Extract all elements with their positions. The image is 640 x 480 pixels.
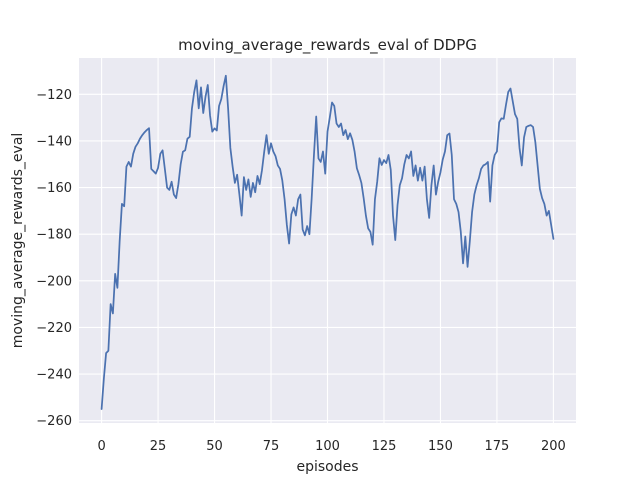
- y-axis-ticks: −120 −140 −160 −180 −200 −220 −240 −260: [36, 88, 72, 429]
- x-tick-label: 150: [428, 439, 453, 454]
- y-tick-label: −200: [36, 274, 72, 289]
- x-axis-label: episodes: [296, 459, 358, 475]
- series-line: [100, 74, 555, 410]
- x-tick-label: 0: [97, 439, 105, 454]
- y-tick-label: −140: [36, 134, 72, 149]
- y-tick-label: −160: [36, 181, 72, 196]
- x-tick-label: 200: [541, 439, 566, 454]
- x-tick-label: 175: [485, 439, 510, 454]
- y-tick-label: −260: [36, 414, 72, 429]
- x-tick-label: 50: [206, 439, 223, 454]
- y-tick-label: −180: [36, 228, 72, 243]
- x-tick-label: 75: [263, 439, 280, 454]
- y-tick-label: −120: [36, 88, 72, 103]
- y-tick-label: −240: [36, 368, 72, 383]
- x-tick-label: 25: [150, 439, 167, 454]
- y-tick-label: −220: [36, 321, 72, 336]
- chart-title: moving_average_rewards_eval of DDPG: [178, 36, 477, 55]
- x-tick-label: 100: [315, 439, 340, 454]
- y-axis-label: moving_average_rewards_eval: [10, 133, 26, 349]
- x-tick-label: 125: [372, 439, 397, 454]
- x-axis-ticks: 0 25 50 75 100 125 150 175 200: [97, 439, 565, 454]
